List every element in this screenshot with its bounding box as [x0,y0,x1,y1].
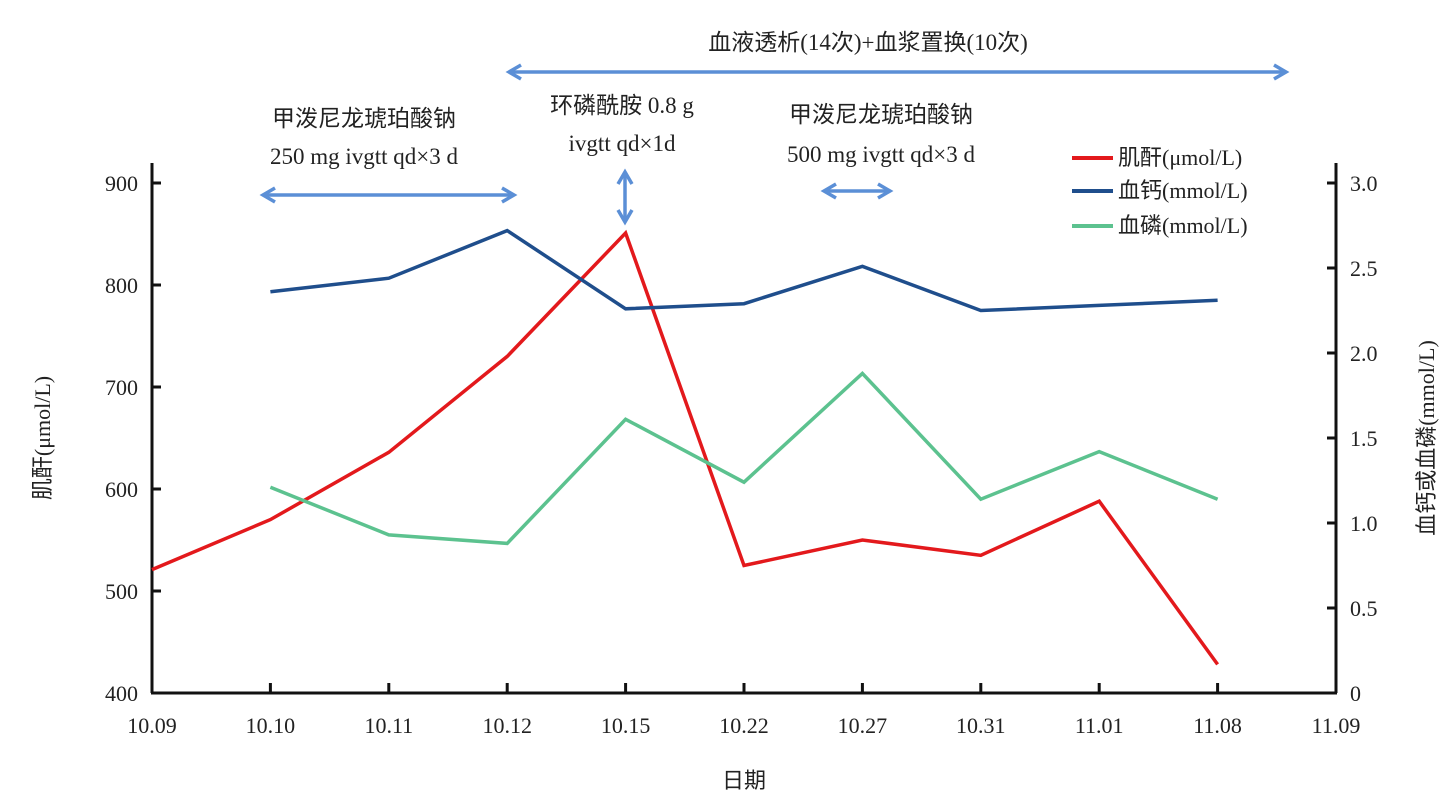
annotation-ctx-arrow-head-up [616,168,634,185]
annotation-dialysis-arrow-head-right [1273,63,1290,81]
legend-item-phosphorus: 血磷(mmol/L) [1072,213,1248,238]
x-tick-label: 10.12 [482,713,532,738]
plot-area: 400 500 600 700 800 900 0 0.5 1.0 1.5 2.0 2.5 3.0 10.… [105,63,1378,738]
annotation-mp250-line1: 甲泼尼龙琥珀酸钠 [272,106,456,131]
y-left-tick-label: 600 [105,477,138,502]
y-right-tick-label: 0 [1350,681,1361,706]
annotation-ctx-arrow-head-down [616,209,634,226]
annotation-mp250-arrow-head-right [501,186,518,204]
x-tick-label: 11.09 [1312,713,1361,738]
legend: 肌酐(μmol/L) 血钙(mmol/L) 血磷(mmol/L) [1072,145,1248,238]
series-line-creatinine [151,229,1220,666]
x-tick-label: 11.08 [1193,713,1242,738]
x-tick-label: 10.15 [601,713,651,738]
y-right-tick-label: 3.0 [1350,171,1378,196]
y-left-tick-label: 500 [105,579,138,604]
annotation-mp500-line2: 500 mg ivgtt qd×3 d [787,142,976,167]
y-axis-right-title: 血钙或血磷(mmol/L) [1414,340,1439,536]
y-axis-left-title: 肌酐(μmol/L) [30,376,55,500]
y-left-tick-label: 700 [105,375,138,400]
annotation-dialysis-arrow-head-left [505,63,522,81]
y-left-tick-label: 800 [105,273,138,298]
legend-item-calcium: 血钙(mmol/L) [1072,178,1248,203]
y-right-tick-label: 2.0 [1350,341,1378,366]
x-tick-label: 10.31 [956,713,1006,738]
annotation-mp250-arrow-head-left [259,186,276,204]
x-tick-label: 10.11 [364,713,413,738]
y-right-tick-label: 1.0 [1350,511,1378,536]
x-axis-title: 日期 [722,768,766,793]
annotations: 血液透析(14次)+血浆置换(10次) 甲泼尼龙琥珀酸钠 250 mg ivgt… [270,30,1028,169]
x-tick-label: 10.09 [127,713,177,738]
legend-label-phosphorus: 血磷(mmol/L) [1118,213,1248,238]
series-line-calcium [270,228,1218,313]
legend-label-calcium: 血钙(mmol/L) [1118,178,1248,203]
y-right-tick-label: 1.5 [1350,426,1378,451]
annotation-mp500-arrow-head-left [820,182,837,200]
annotation-ctx-line1: 环磷酰胺 0.8 g [550,93,694,118]
annotation-ctx-line2: ivgtt qd×1d [569,131,676,156]
x-tick-label: 10.22 [719,713,769,738]
legend-item-creatinine: 肌酐(μmol/L) [1072,145,1242,170]
annotation-mp500-arrow-head-right [877,182,894,200]
x-tick-label: 11.01 [1075,713,1124,738]
y-left-tick-label: 400 [105,681,138,706]
annotation-dialysis-text: 血液透析(14次)+血浆置换(10次) [708,30,1028,55]
series-line-phosphorus [269,370,1219,546]
y-right-tick-label: 0.5 [1350,596,1378,621]
annotation-mp250-line2: 250 mg ivgtt qd×3 d [270,144,459,169]
y-right-tick-label: 2.5 [1350,256,1378,281]
x-tick-label: 10.10 [246,713,296,738]
annotation-mp500-line1: 甲泼尼龙琥珀酸钠 [789,102,973,127]
x-tick-label: 10.27 [838,713,888,738]
legend-label-creatinine: 肌酐(μmol/L) [1118,145,1242,170]
y-left-tick-label: 900 [105,171,138,196]
